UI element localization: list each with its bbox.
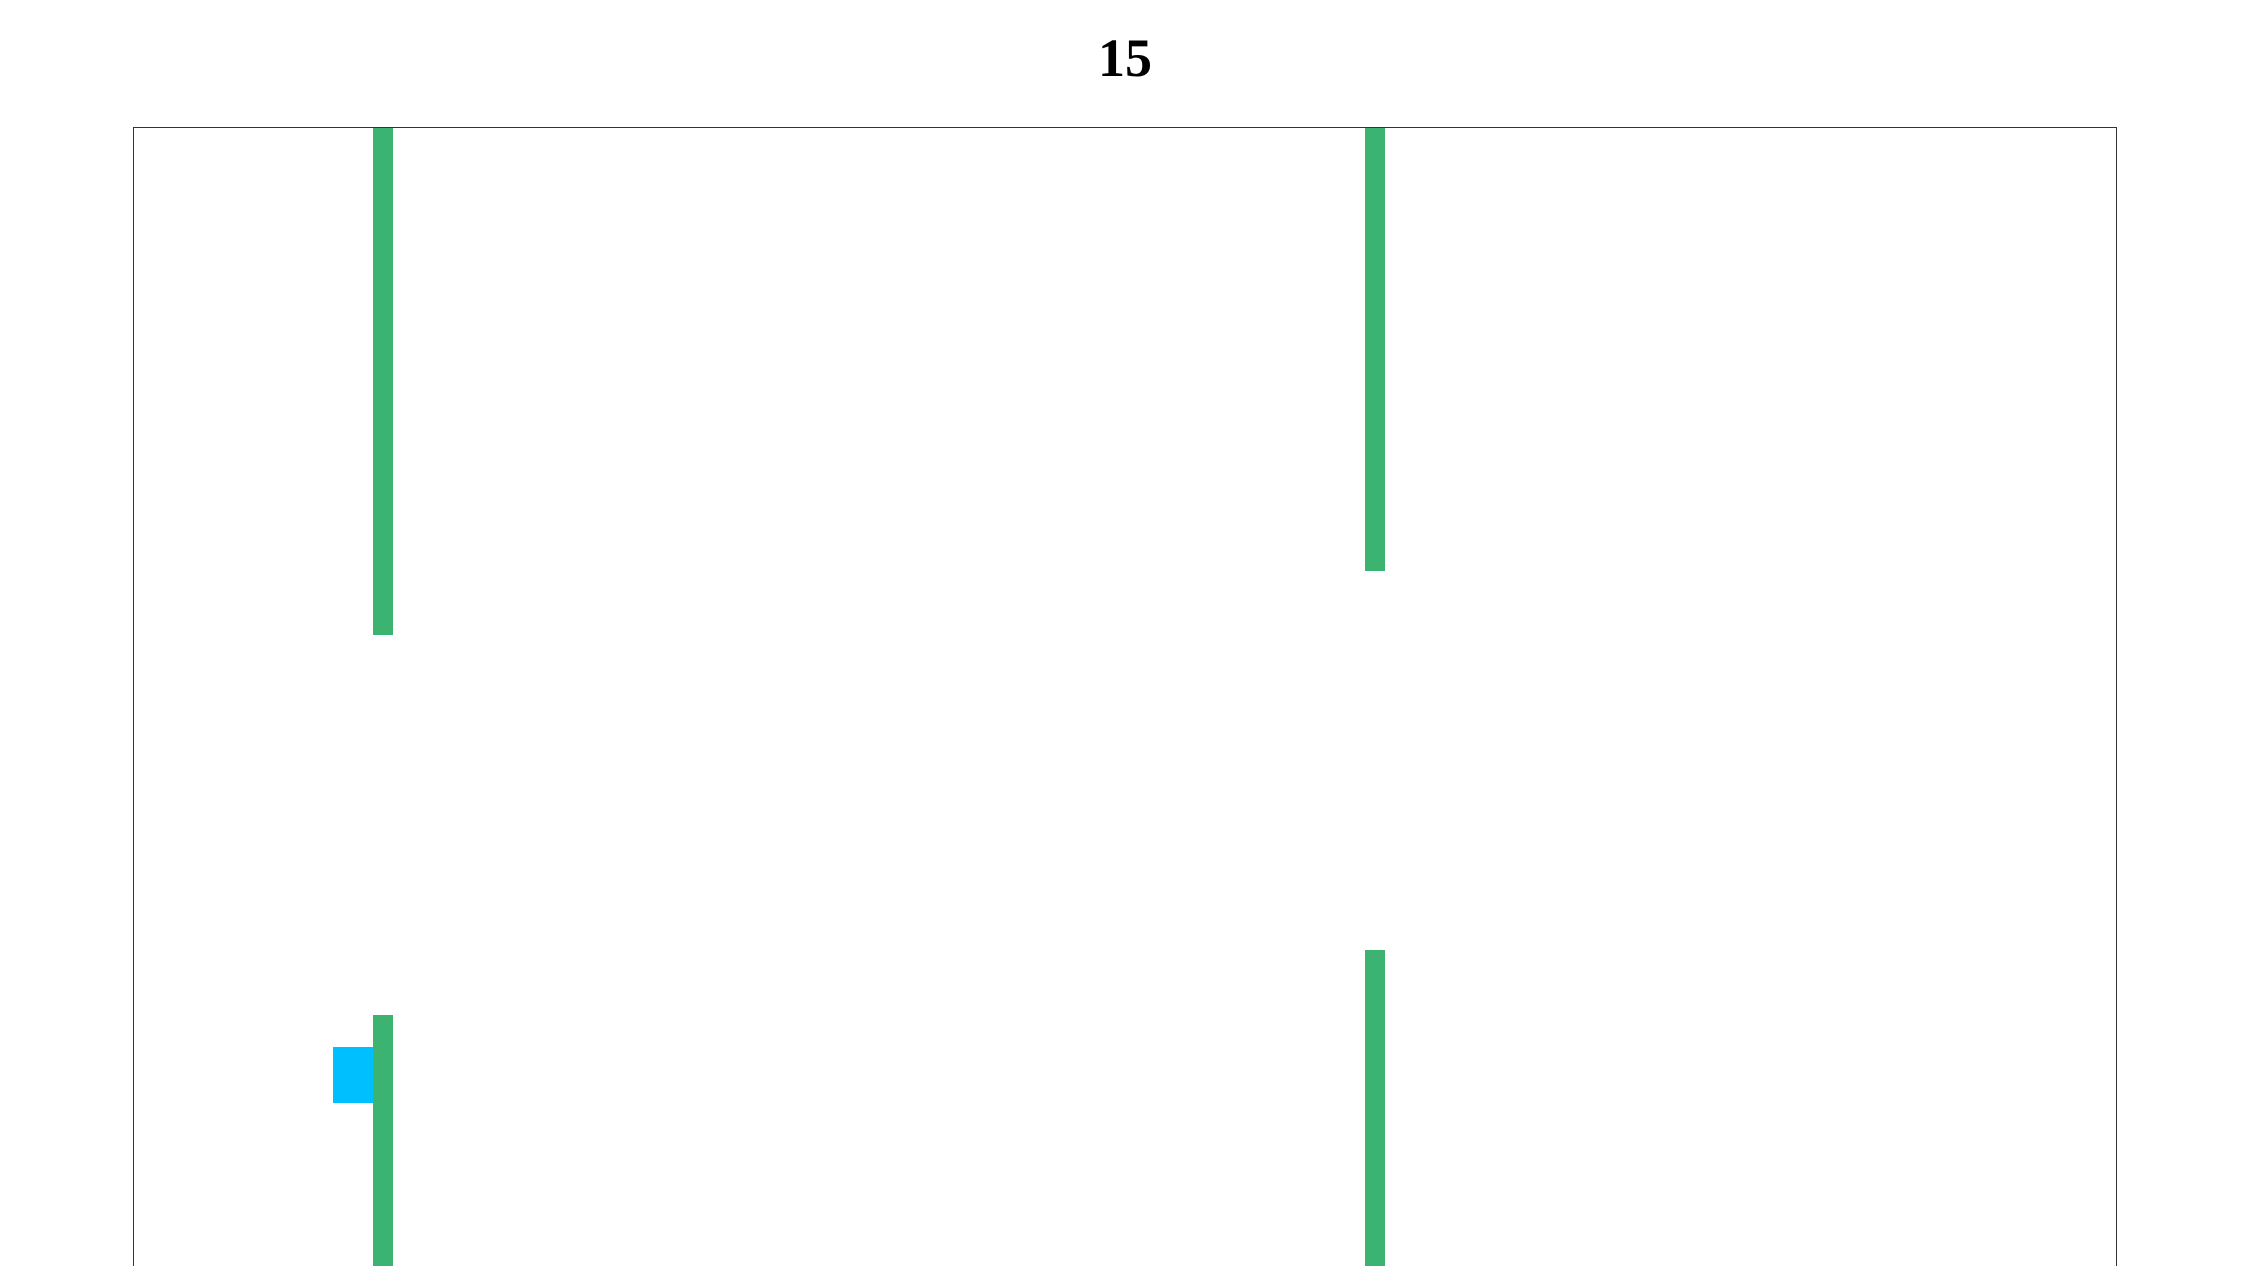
player-square bbox=[333, 1047, 373, 1103]
pipe-top-2 bbox=[1365, 128, 1385, 571]
game-playfield[interactable] bbox=[133, 127, 2117, 1266]
pipe-top-1 bbox=[373, 128, 393, 635]
pipe-bottom-2 bbox=[1365, 950, 1385, 1266]
score-display: 15 bbox=[1098, 28, 1152, 88]
pipe-bottom-1 bbox=[373, 1015, 393, 1266]
